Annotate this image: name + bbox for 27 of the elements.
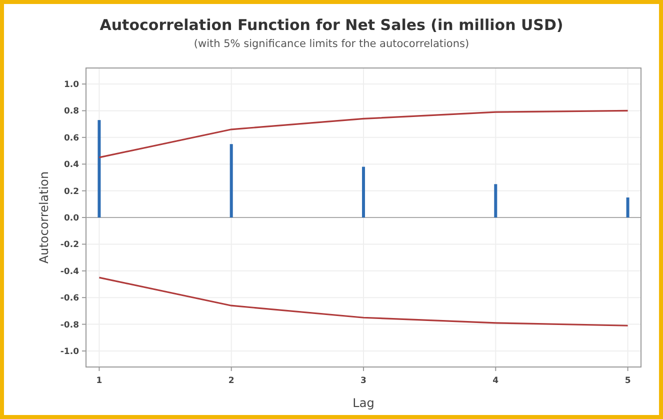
y-tick-label: -0.4 [60,266,80,277]
y-tick-label: -0.2 [60,240,80,250]
bar [98,120,101,218]
y-tick-label: 0.6 [64,133,80,144]
y-tick-label: -0.6 [60,294,80,304]
bar [230,144,233,218]
y-tick-label: 0.8 [64,106,80,117]
y-tick-label: 0.0 [64,213,80,224]
chart-subtitle: (with 5% significance limits for the autocorrelations) [194,38,470,50]
x-tick-label: 5 [624,376,631,386]
y-tick-label: -1.0 [60,346,80,357]
y-tick-label: -0.8 [60,320,80,330]
bar [362,166,365,218]
y-tick-label: 0.2 [64,186,80,197]
y-axis-title: Autocorrelation [37,171,51,264]
bar [494,184,498,218]
line-series [98,110,629,158]
x-tick-label: 3 [360,376,367,386]
y-tick-label: 1.0 [64,80,80,90]
x-tick-label: 4 [492,376,499,386]
y-tick-label: 0.4 [64,160,80,170]
x-tick-label: 2 [228,376,234,386]
x-axis-title: Lag [352,396,374,410]
bar [626,197,630,218]
chart-title: Autocorrelation Function for Net Sales (in million USD) [100,16,564,34]
x-tick-label: 1 [96,376,102,386]
line-series [98,276,629,326]
